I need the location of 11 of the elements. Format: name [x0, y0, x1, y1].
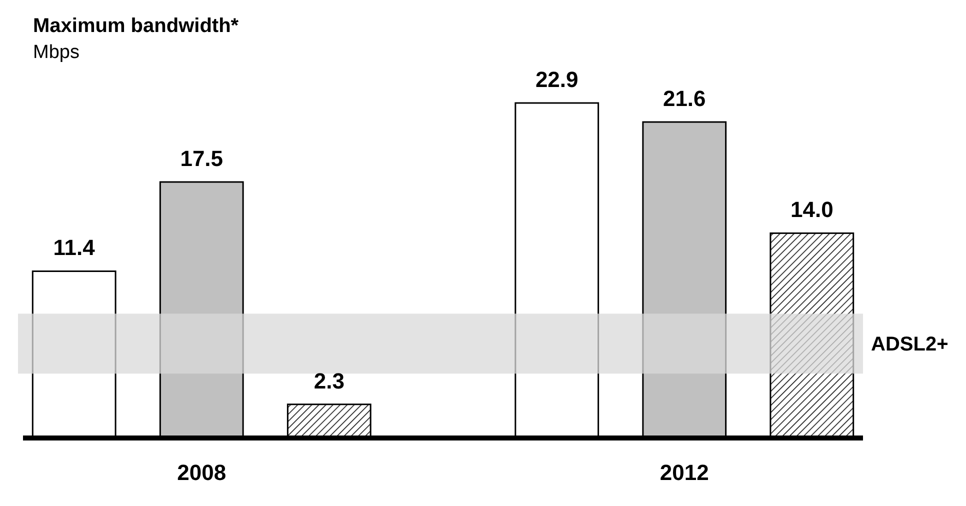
x-tick-label: 2012 — [660, 460, 709, 485]
chart-title: Maximum bandwidth* — [33, 15, 239, 37]
data-label: 2.3 — [314, 368, 344, 394]
band-label: ADSL2+ — [871, 334, 948, 356]
data-label: 17.5 — [180, 146, 224, 171]
data-label: 11.4 — [53, 235, 96, 260]
data-label: 22.9 — [535, 67, 578, 92]
x-tick-label: 2008 — [177, 460, 226, 485]
data-label: 21.6 — [662, 86, 706, 112]
data-label: 14.0 — [790, 197, 834, 222]
chart-subtitle: Mbps — [33, 42, 80, 63]
